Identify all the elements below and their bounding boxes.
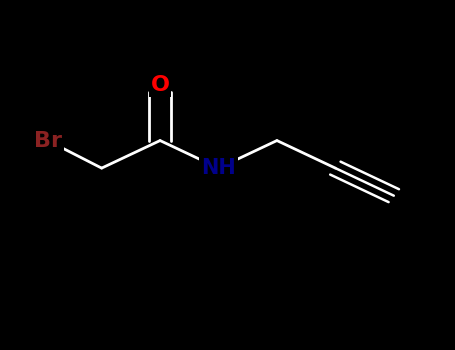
Text: Br: Br: [34, 131, 62, 150]
Text: NH: NH: [201, 158, 236, 178]
Text: O: O: [151, 76, 170, 96]
